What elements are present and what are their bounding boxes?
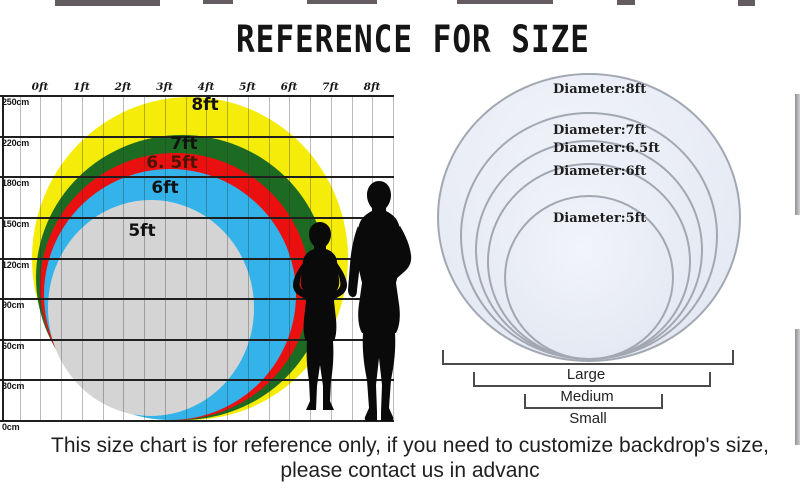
child-silhouette (293, 222, 347, 410)
x-tick-label: 7ft (322, 81, 339, 93)
size-circle-label-8ft: 8ft (191, 95, 219, 115)
y-tick-label: 0cm (2, 422, 20, 432)
gridline-horizontal (0, 298, 394, 301)
size-bracket-label: Medium (560, 388, 614, 405)
y-tick-label: 150cm (2, 218, 30, 229)
cropped-text-artifact (738, 0, 755, 6)
right-edge-artifact (795, 94, 800, 215)
y-tick-label: 120cm (2, 259, 30, 270)
size-chart: 250cm 220cm 180cm 150cm 120cm 90cm 60cm 30cm 0cm… (0, 70, 440, 432)
size-circle-label-6ft: 6ft (151, 178, 179, 198)
diameter-discs-panel: Diameter:8ft Diameter:7ft Diameter:6.5ft Di… (430, 60, 800, 430)
y-tick-label: 60cm (2, 340, 25, 351)
size-bracket-small (524, 394, 663, 409)
gridline-horizontal (0, 379, 394, 382)
cropped-text-artifact (55, 0, 160, 6)
x-tick-label: 6ft (280, 81, 298, 93)
cropped-text-artifact (307, 0, 377, 4)
caption-line-1: This size chart is for reference only, i… (51, 434, 769, 457)
x-tick-label: 4ft (197, 81, 215, 93)
y-tick-label: 90cm (2, 300, 25, 311)
x-tick-label: 8ft (363, 81, 381, 93)
right-edge-artifact (795, 329, 800, 445)
size-circle-label-7ft: 7ft (170, 134, 198, 154)
size-bracket-label: Small (569, 410, 607, 427)
x-tick-label: 2ft (114, 81, 132, 93)
gridline-horizontal (0, 216, 394, 219)
page-title: REFERENCE FOR SIZE (236, 18, 590, 62)
y-tick-label: 30cm (2, 381, 25, 392)
caption-line-2: please contact us in advanc (280, 459, 540, 482)
caption: This size chart is for reference only, i… (10, 433, 800, 483)
y-tick-label: 220cm (2, 137, 30, 148)
gridline-horizontal (0, 176, 394, 179)
diameter-disc-5 (504, 195, 674, 360)
gridline-horizontal (0, 420, 394, 422)
gridline-horizontal (0, 257, 394, 260)
diameter-label: Diameter:8ft (553, 82, 647, 97)
diameter-label: Diameter:7ft (553, 123, 647, 138)
size-bracket-large (442, 350, 734, 365)
cropped-text-artifact (617, 0, 635, 5)
x-tick-label: 1ft (73, 81, 90, 93)
diameter-label: Diameter:6ft (553, 164, 647, 179)
woman-silhouette (348, 181, 412, 421)
diameter-label: Diameter:6.5ft (553, 141, 660, 156)
gridline-horizontal (0, 135, 394, 138)
x-tick-label: 3ft (156, 81, 173, 93)
gridline-horizontal (0, 95, 394, 97)
x-tick-label: 5ft (239, 81, 256, 93)
cropped-text-artifact (457, 0, 553, 4)
size-circle-label-5ft: 5ft (128, 221, 156, 241)
y-tick-label: 180cm (2, 178, 30, 189)
size-circle-label-6.5ft: 6. 5ft (146, 153, 198, 173)
diameter-label: Diameter:5ft (553, 211, 647, 226)
y-tick-label: 250cm (2, 97, 30, 107)
x-tick-label: 0ft (31, 81, 49, 93)
size-bracket-medium (473, 372, 711, 387)
gridline-horizontal (0, 338, 394, 341)
cropped-text-artifact (203, 0, 233, 4)
size-bracket-label: Large (566, 366, 606, 383)
